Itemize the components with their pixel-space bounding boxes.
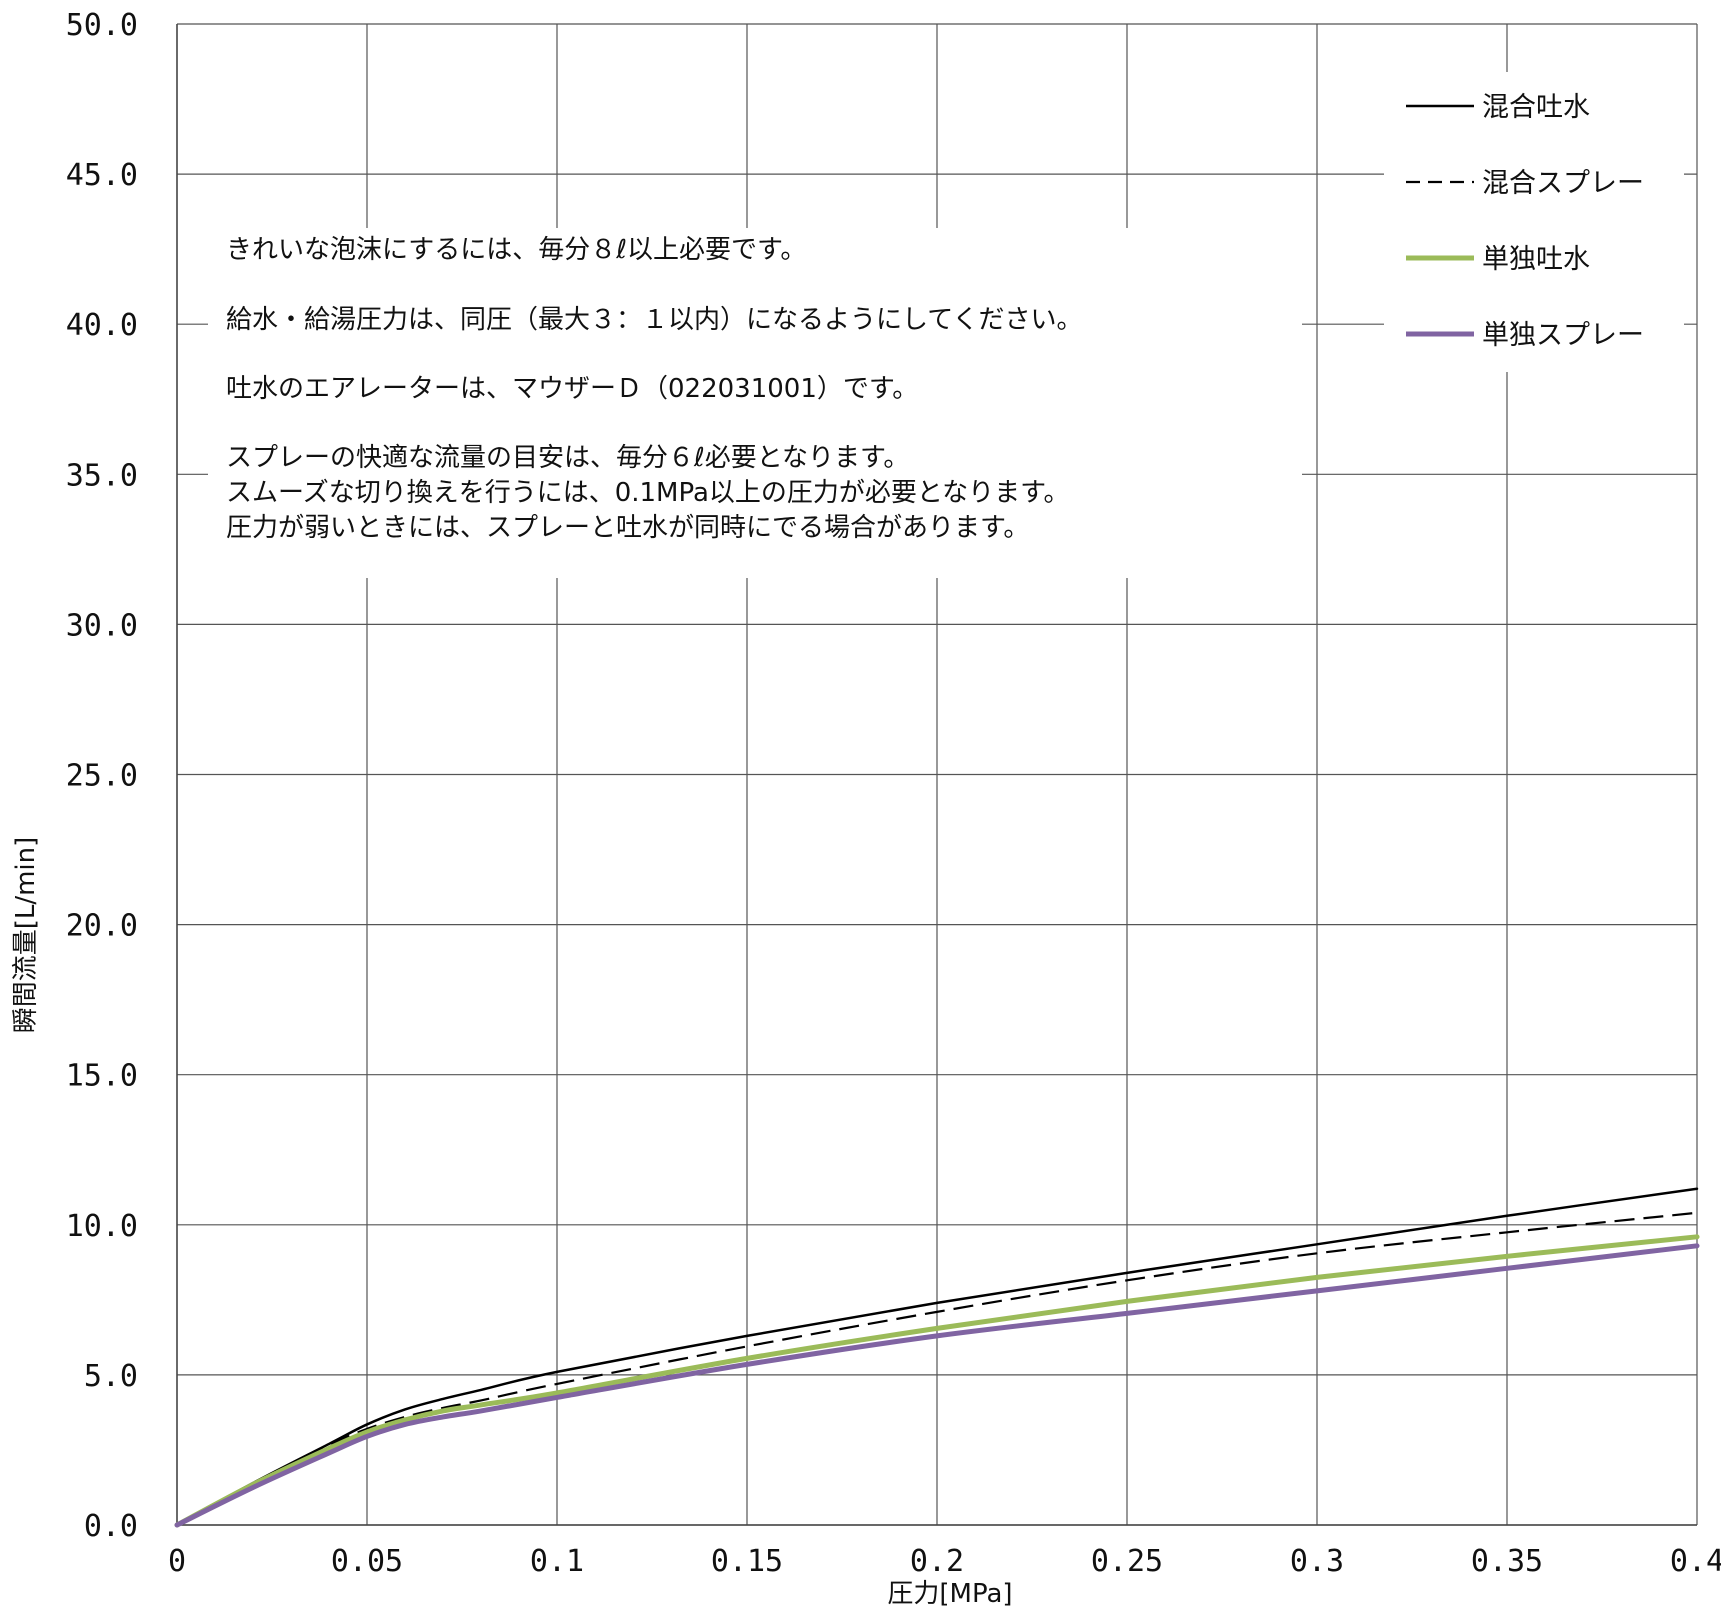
- x-tick-label: 0.15: [711, 1544, 783, 1579]
- series-line-2: [176, 1211, 1698, 1526]
- annotation-line: 吐水のエアレーターは、マウザーＤ（022031001）です。: [226, 374, 918, 404]
- y-tick-label: 25.0: [66, 759, 138, 794]
- x-tick-label: 0.3: [1290, 1544, 1344, 1579]
- legend-background: [1384, 72, 1684, 372]
- legend-label: 混合吐水: [1482, 92, 1590, 123]
- legend-label: 単独吐水: [1482, 244, 1590, 275]
- annotation-line: きれいな泡沫にするには、毎分８ℓ以上必要です。: [226, 235, 806, 265]
- plot-frame: [176, 24, 1697, 1526]
- annotation-line: スムーズな切り換えを行うには、0.1MPa以上の圧力が必要となります。: [226, 478, 1070, 508]
- y-tick-label: 20.0: [66, 909, 138, 944]
- tick-labels: 0 0.05 0.1 0.15 0.2 0.25 0.3 0.35 0.4 0.0 5.0 10.0 1…: [66, 8, 1721, 1579]
- y-tick-label: 10.0: [66, 1209, 138, 1244]
- y-tick-label: 30.0: [66, 608, 138, 643]
- series-line-4: [174, 1243, 1700, 1528]
- y-tick-label: 5.0: [84, 1359, 138, 1394]
- x-tick-label: 0.1: [530, 1544, 584, 1579]
- y-tick-label: 0.0: [84, 1509, 138, 1544]
- notes-background: [208, 228, 1302, 578]
- annotation-line: スプレーの快適な流量の目安は、毎分６ℓ必要となります。: [226, 443, 909, 473]
- series-line-1: [175, 1187, 1699, 1527]
- x-tick-label: 0.2: [910, 1544, 964, 1579]
- x-tick-label: 0.4: [1670, 1544, 1721, 1579]
- annotation-line: 圧力が弱いときには、スプレーと吐水が同時にでる場合があります。: [226, 513, 1029, 543]
- y-tick-label: 35.0: [66, 458, 138, 493]
- legend-box: [1384, 72, 1684, 372]
- series-layer: [174, 1187, 1700, 1528]
- x-tick-label: 0: [168, 1544, 186, 1579]
- y-tick-label: 15.0: [66, 1059, 138, 1094]
- annotation-line: 給水・給湯圧力は、同圧（最大３：１以内）になるようにしてください。: [226, 305, 1082, 335]
- y-axis-title: 瞬間流量[L/min]: [11, 837, 41, 1034]
- x-tick-label: 0.35: [1471, 1544, 1543, 1579]
- x-tick-label: 0.05: [331, 1544, 403, 1579]
- legend-label: 混合スプレー: [1482, 168, 1644, 199]
- series-line-3: [174, 1234, 1700, 1528]
- x-tick-label: 0.25: [1091, 1544, 1163, 1579]
- legend-label: 単独スプレー: [1482, 320, 1644, 351]
- y-tick-label: 45.0: [66, 158, 138, 193]
- y-tick-label: 40.0: [66, 308, 138, 343]
- x-axis-title: 圧力[MPa]: [887, 1579, 1012, 1608]
- notes-box: [208, 228, 1302, 578]
- y-tick-label: 50.0: [66, 8, 138, 43]
- notes-text: きれいな泡沫にするには、毎分８ℓ以上必要です。給水・給湯圧力は、同圧（最大３：１…: [226, 235, 1082, 543]
